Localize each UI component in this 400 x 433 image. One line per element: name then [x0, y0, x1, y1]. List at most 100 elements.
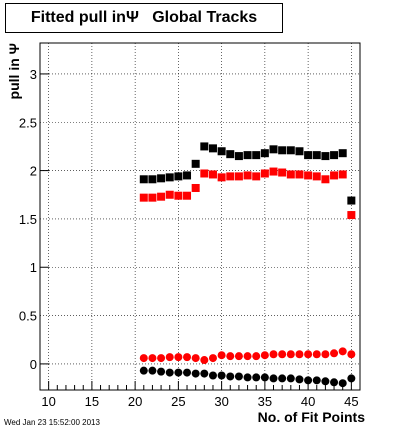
data-point-circle: [321, 350, 330, 359]
data-point-square: [191, 183, 200, 192]
y-tick-label: 1: [30, 260, 37, 275]
data-point-circle: [234, 372, 243, 381]
data-point-circle: [304, 376, 313, 385]
data-point-square: [191, 159, 200, 168]
data-point-square: [217, 147, 226, 156]
plot-frame: [39, 42, 361, 391]
data-point-circle: [208, 354, 217, 363]
data-point-square: [252, 151, 261, 160]
data-point-square: [234, 152, 243, 161]
data-point-square: [243, 171, 252, 180]
data-point-circle: [312, 376, 321, 385]
data-point-square: [260, 169, 269, 178]
y-tick-label: 2.5: [19, 115, 37, 130]
data-point-circle: [243, 373, 252, 382]
data-point-square: [347, 196, 356, 205]
data-point-square: [148, 193, 157, 202]
y-tick-label: 1.5: [19, 212, 37, 227]
data-point-circle: [269, 350, 278, 359]
data-point-square: [338, 149, 347, 158]
data-point-square: [338, 170, 347, 179]
x-tick-label: 35: [258, 394, 272, 409]
y-axis-title: pull in Ψ: [6, 43, 22, 99]
data-point-circle: [183, 353, 192, 362]
data-point-circle: [148, 366, 157, 375]
data-point-circle: [330, 349, 339, 358]
data-point-square: [183, 191, 192, 200]
data-point-square: [330, 171, 339, 180]
data-point-circle: [269, 374, 278, 383]
y-tick-label: 3: [30, 67, 37, 82]
data-point-circle: [217, 371, 226, 380]
data-point-square: [139, 193, 148, 202]
data-point-circle: [226, 352, 235, 361]
data-point-circle: [174, 353, 183, 362]
data-point-square: [217, 173, 226, 182]
data-point-square: [312, 151, 321, 160]
data-point-circle: [243, 352, 252, 361]
data-point-circle: [252, 352, 261, 361]
y-tick-label: 0.5: [19, 309, 37, 324]
data-point-square: [304, 151, 313, 160]
data-point-square: [226, 172, 235, 181]
data-point-square: [200, 142, 209, 151]
data-point-circle: [191, 354, 200, 363]
data-point-square: [321, 152, 330, 161]
data-point-circle: [208, 371, 217, 380]
data-point-circle: [217, 351, 226, 360]
data-point-square: [234, 172, 243, 181]
data-point-square: [286, 170, 295, 179]
y-tick-label: 2: [30, 164, 37, 179]
data-point-circle: [338, 347, 347, 356]
data-point-circle: [252, 373, 261, 382]
x-tick-label: 30: [214, 394, 228, 409]
data-point-square: [278, 168, 287, 177]
x-tick-label: 45: [344, 394, 358, 409]
data-point-circle: [295, 375, 304, 384]
data-point-circle: [165, 368, 174, 377]
data-point-square: [243, 151, 252, 160]
data-point-circle: [183, 368, 192, 377]
data-point-circle: [347, 374, 356, 383]
data-point-circle: [278, 350, 287, 359]
x-tick-label: 25: [171, 394, 185, 409]
data-point-square: [165, 173, 174, 182]
data-point-square: [295, 170, 304, 179]
data-point-circle: [139, 366, 148, 375]
y-tick-label: 0: [30, 357, 37, 372]
data-point-circle: [200, 369, 209, 378]
data-point-square: [174, 172, 183, 181]
data-point-circle: [174, 368, 183, 377]
data-point-square: [208, 170, 217, 179]
x-axis-title: No. of Fit Points: [258, 409, 366, 425]
data-point-circle: [278, 374, 287, 383]
data-point-circle: [330, 378, 339, 387]
data-point-square: [157, 192, 166, 201]
data-point-square: [278, 146, 287, 155]
data-point-circle: [148, 354, 157, 363]
data-point-square: [269, 145, 278, 154]
data-point-square: [304, 171, 313, 180]
data-point-circle: [226, 372, 235, 381]
data-point-circle: [165, 353, 174, 362]
data-point-circle: [234, 352, 243, 361]
data-point-circle: [304, 350, 313, 359]
data-point-square: [321, 175, 330, 184]
data-point-square: [183, 171, 192, 180]
x-tick-label: 10: [41, 394, 55, 409]
data-point-square: [200, 169, 209, 178]
x-tick-label: 15: [85, 394, 99, 409]
data-point-circle: [312, 350, 321, 359]
data-point-circle: [286, 350, 295, 359]
footer-timestamp: Wed Jan 23 15:52:00 2013: [4, 418, 100, 427]
x-tick-label: 40: [301, 394, 315, 409]
data-point-square: [139, 175, 148, 184]
data-point-square: [347, 211, 356, 220]
data-point-square: [312, 172, 321, 181]
data-point-circle: [191, 369, 200, 378]
data-point-circle: [200, 356, 209, 365]
data-point-square: [252, 172, 261, 181]
chart-title-box: Fitted pull inΨ Global Tracks: [5, 3, 283, 33]
data-point-circle: [157, 367, 166, 376]
